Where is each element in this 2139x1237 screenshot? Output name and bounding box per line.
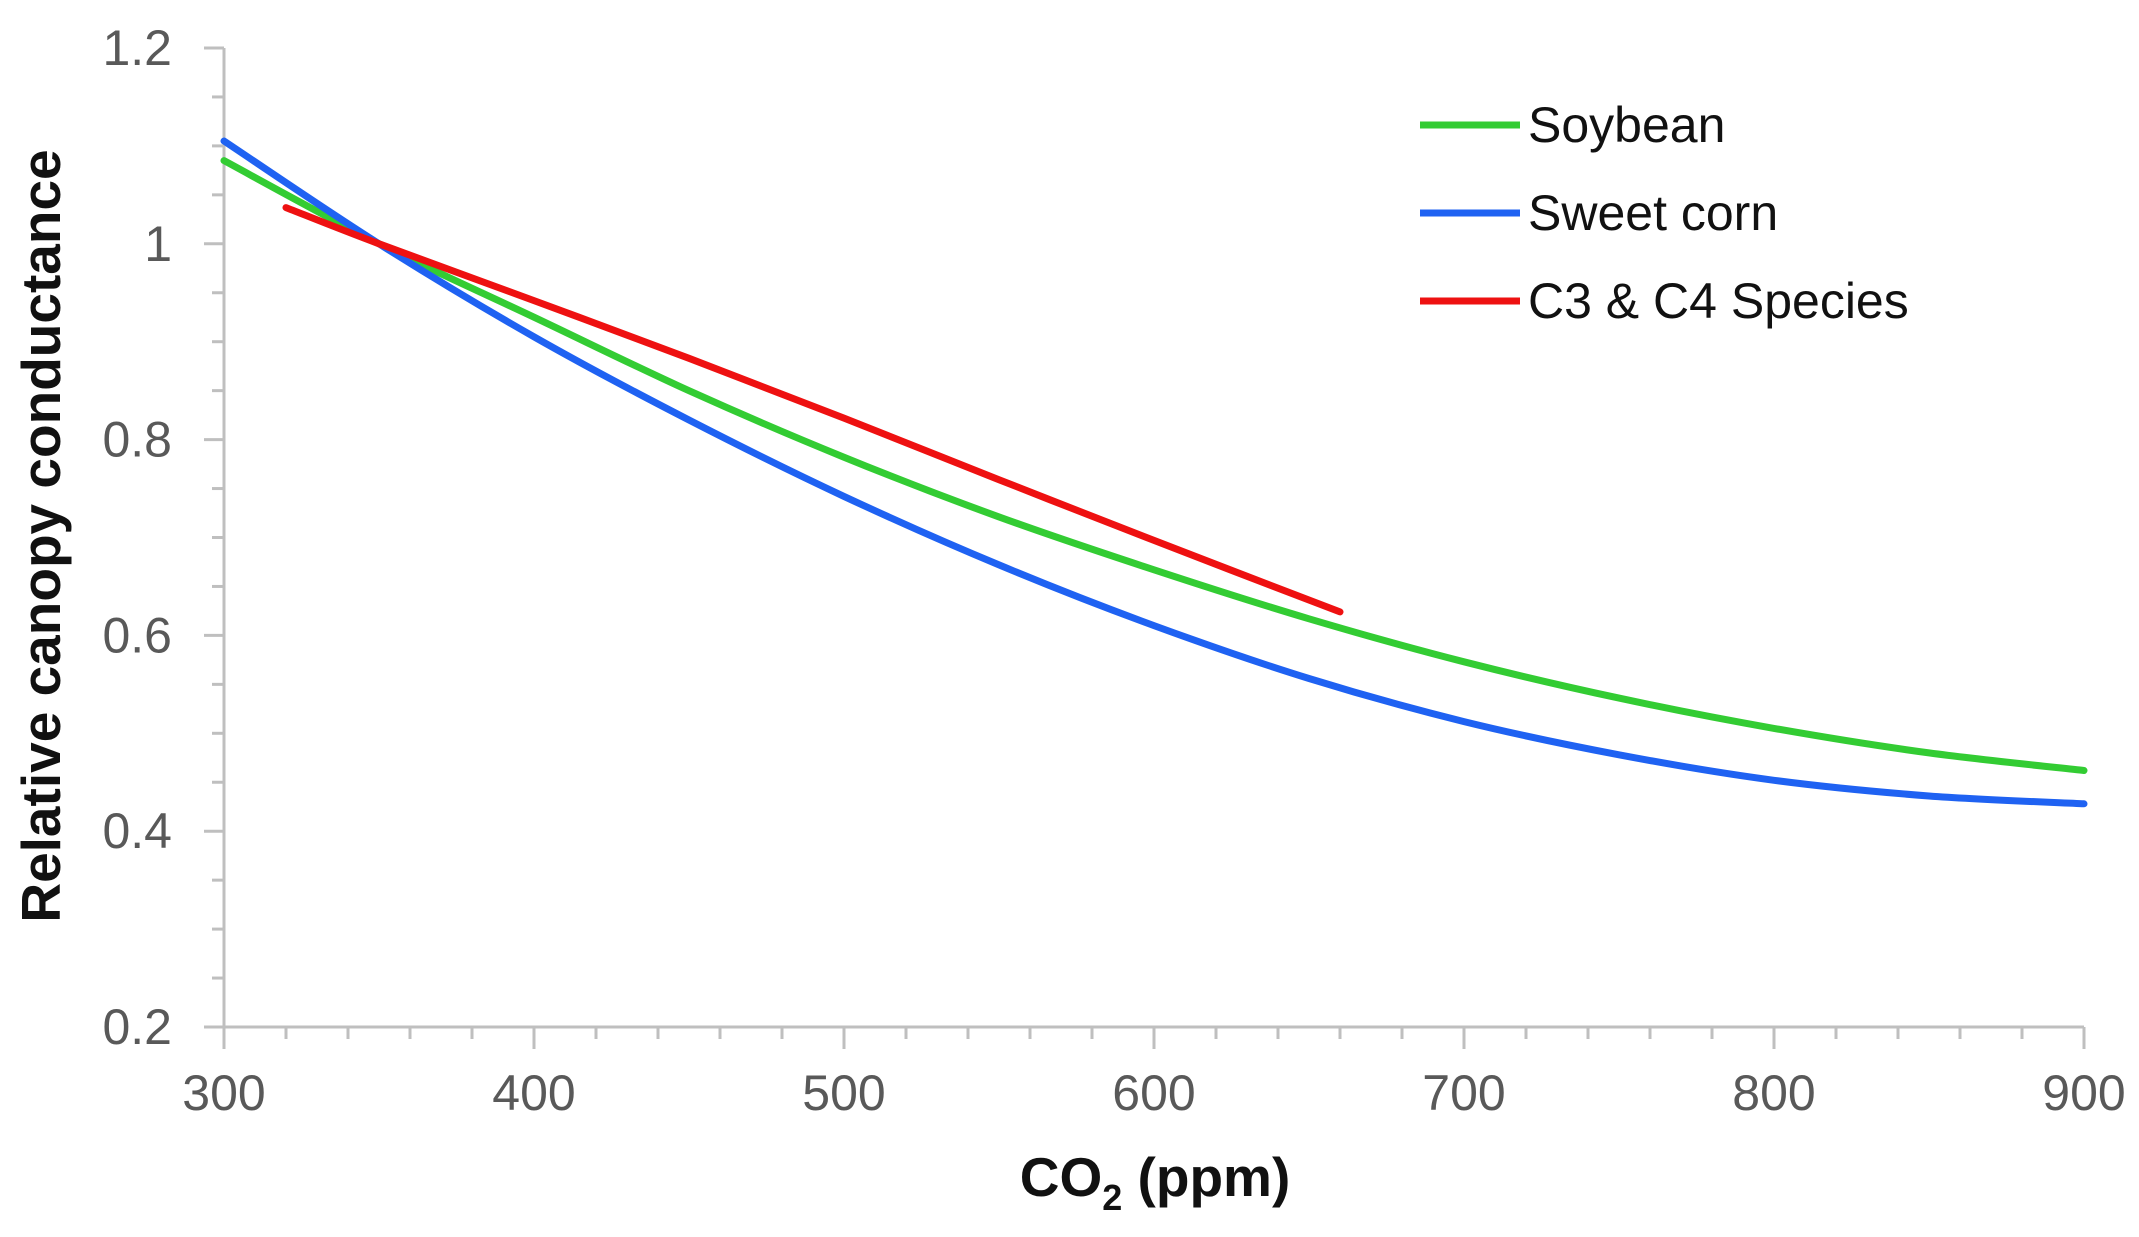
axes: 0.2 0.4 0.6 0.8 1 1.2 300 400 500 600 700 800 900 — [102, 20, 2125, 1121]
x-axis-title-subscript: 2 — [1102, 1177, 1122, 1218]
y-tick-labels: 0.2 0.4 0.6 0.8 1 1.2 — [102, 20, 172, 1055]
x-tick-label: 600 — [1112, 1065, 1195, 1121]
legend-label-c3-c4-species: C3 & C4 Species — [1528, 273, 1909, 329]
x-tick-label: 500 — [802, 1065, 885, 1121]
y-tick-label: 0.4 — [102, 803, 172, 859]
x-tick-label: 800 — [1732, 1065, 1815, 1121]
series-line-c3-c4-species — [282, 204, 1344, 616]
x-axis-title-tail: (ppm) — [1122, 1146, 1290, 1208]
x-tick-label: 700 — [1422, 1065, 1505, 1121]
x-tick-labels: 300 400 500 600 700 800 900 — [182, 1065, 2125, 1121]
legend: Soybean Sweet corn C3 & C4 Species — [1420, 97, 1909, 329]
x-ticks — [222, 1027, 2086, 1049]
y-ticks — [204, 46, 224, 1029]
series-line-soybean — [220, 157, 2088, 774]
y-tick-label: 1.2 — [102, 20, 172, 76]
y-axis-title: Relative canopy conductance — [10, 149, 72, 922]
x-axis-title: CO2 (ppm) — [1020, 1146, 1291, 1218]
x-tick-label: 900 — [2042, 1065, 2125, 1121]
series-lines — [220, 137, 2088, 808]
y-tick-label: 0.2 — [102, 999, 172, 1055]
x-axis-title-main: CO — [1020, 1146, 1103, 1208]
y-tick-label: 0.8 — [102, 412, 172, 468]
x-tick-label: 400 — [492, 1065, 575, 1121]
series-line-sweet-corn — [220, 137, 2088, 808]
y-tick-label: 0.6 — [102, 607, 172, 663]
y-tick-label: 1 — [144, 216, 172, 272]
legend-label-sweet-corn: Sweet corn — [1528, 185, 1778, 241]
x-tick-label: 300 — [182, 1065, 265, 1121]
legend-label-soybean: Soybean — [1528, 97, 1725, 153]
